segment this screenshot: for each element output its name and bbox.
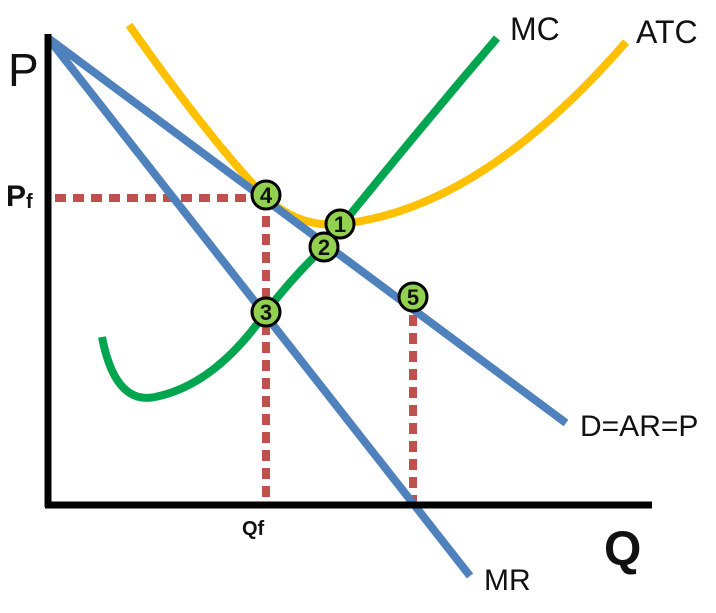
point-5-label: 5 <box>407 285 419 310</box>
price-label-main: P <box>6 180 26 213</box>
point-5: 5 <box>397 281 429 313</box>
demand-label: D=AR=P <box>580 410 698 443</box>
quantity-label: Qf <box>242 518 265 540</box>
mc-label: MC <box>510 11 560 47</box>
price-label-subscript: f <box>26 191 33 213</box>
point-4-label: 4 <box>260 183 273 208</box>
point-4: 4 <box>250 179 282 211</box>
point-1: 1 <box>324 208 356 240</box>
demand-curve <box>45 34 569 427</box>
point-2: 2 <box>308 231 340 263</box>
point-2-label: 2 <box>318 235 330 260</box>
atc-label: ATC <box>636 14 698 50</box>
y-axis-label: P <box>8 44 39 96</box>
point-1-label: 1 <box>334 212 346 237</box>
point-3-label: 3 <box>260 300 272 325</box>
atc-curve <box>125 22 630 229</box>
price-label: Pf <box>6 180 33 213</box>
x-axis-label: Q <box>604 523 641 576</box>
mr-label: MR <box>484 564 531 597</box>
point-3: 3 <box>250 296 282 328</box>
